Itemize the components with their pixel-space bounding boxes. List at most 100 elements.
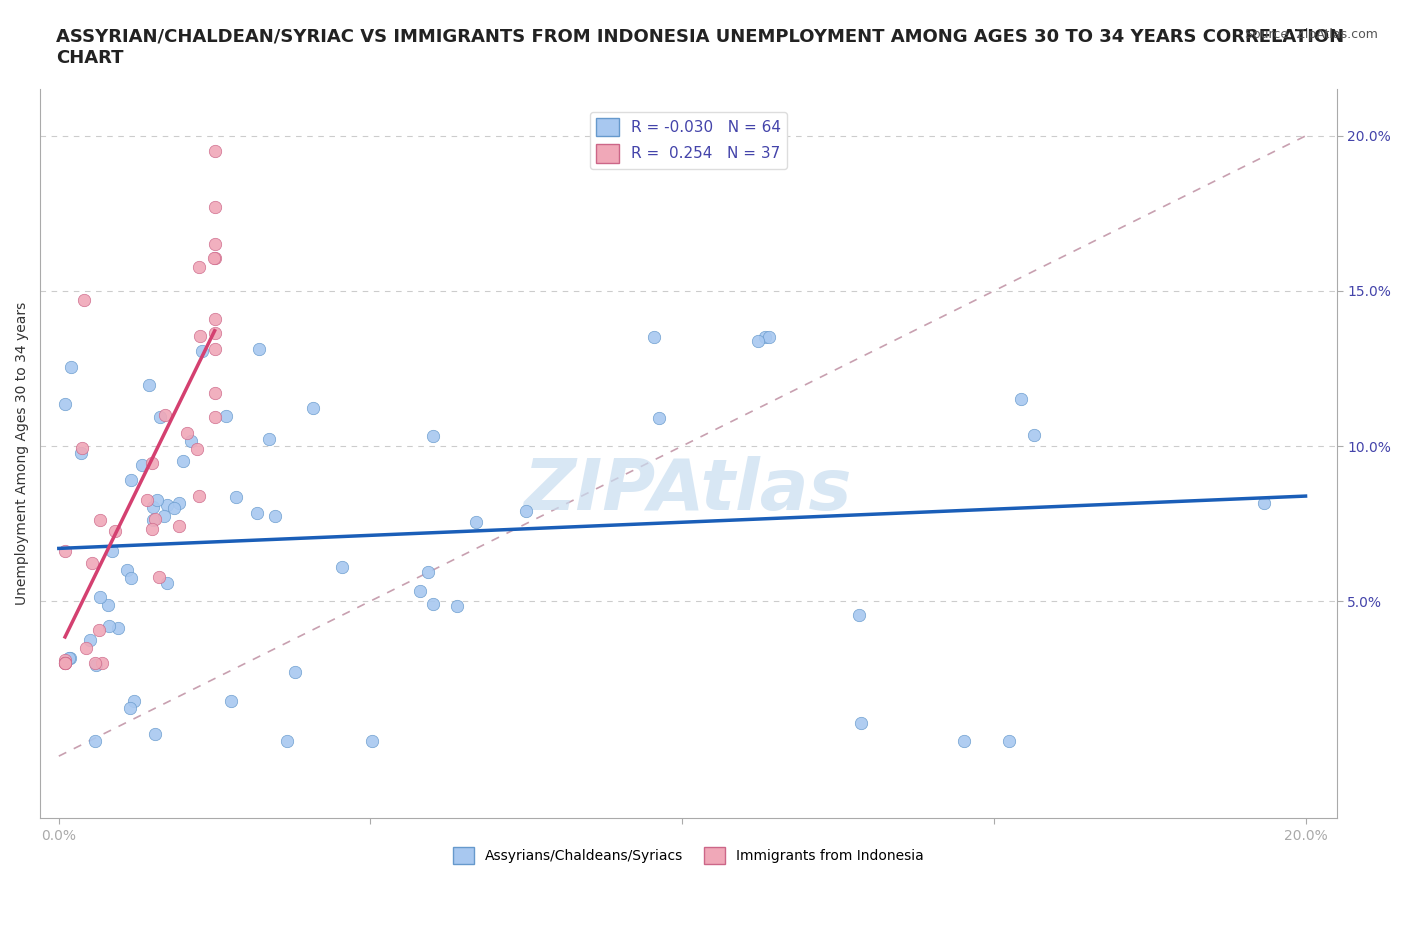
Point: [648, 410, 671, 425]
Point: [80, 555, 103, 570]
Point: [53, 656, 76, 671]
Point: [153, 509, 176, 524]
Point: [96, 597, 118, 612]
Point: [60, 360, 83, 375]
Point: [172, 453, 194, 468]
Point: [204, 341, 226, 356]
Point: [83, 733, 105, 748]
Point: [120, 472, 142, 487]
Point: [156, 498, 179, 512]
Point: [70, 446, 93, 461]
Point: [515, 504, 537, 519]
Point: [73, 293, 96, 308]
Point: [332, 559, 354, 574]
Point: [169, 495, 191, 510]
Point: [89, 590, 111, 604]
Point: [53, 656, 76, 671]
Point: [135, 493, 157, 508]
Point: [758, 330, 780, 345]
Point: [142, 499, 165, 514]
Point: [246, 506, 269, 521]
Point: [643, 330, 665, 345]
Point: [1022, 428, 1045, 443]
Point: [188, 328, 211, 343]
Point: [163, 500, 186, 515]
Text: ZIPAtlas: ZIPAtlas: [524, 456, 852, 525]
Point: [1010, 392, 1032, 406]
Point: [1253, 495, 1275, 510]
Point: [53, 544, 76, 559]
Point: [360, 733, 382, 748]
Point: [70, 441, 93, 456]
Legend: Assyrians/Chaldeans/Syriacs, Immigrants from Indonesia: Assyrians/Chaldeans/Syriacs, Immigrants …: [447, 842, 929, 870]
Point: [141, 456, 163, 471]
Point: [148, 569, 170, 584]
Point: [409, 583, 432, 598]
Point: [142, 513, 165, 528]
Point: [149, 409, 172, 424]
Point: [219, 694, 242, 709]
Point: [204, 144, 226, 159]
Point: [91, 656, 114, 671]
Point: [187, 488, 209, 503]
Point: [53, 397, 76, 412]
Point: [998, 733, 1021, 748]
Point: [58, 651, 80, 666]
Point: [167, 518, 190, 533]
Point: [848, 607, 870, 622]
Point: [465, 514, 488, 529]
Point: [264, 509, 287, 524]
Point: [131, 458, 153, 472]
Point: [98, 618, 121, 633]
Point: [89, 512, 111, 527]
Point: [115, 562, 138, 577]
Point: [225, 490, 247, 505]
Point: [146, 492, 169, 507]
Point: [247, 341, 270, 356]
Point: [120, 570, 142, 585]
Point: [104, 524, 127, 538]
Text: ASSYRIAN/CHALDEAN/SYRIAC VS IMMIGRANTS FROM INDONESIA UNEMPLOYMENT AMONG AGES 30: ASSYRIAN/CHALDEAN/SYRIAC VS IMMIGRANTS F…: [56, 28, 1344, 67]
Point: [87, 623, 110, 638]
Point: [101, 544, 124, 559]
Point: [422, 429, 444, 444]
Point: [446, 599, 468, 614]
Point: [204, 409, 226, 424]
Point: [186, 442, 208, 457]
Point: [118, 700, 141, 715]
Point: [143, 727, 166, 742]
Point: [83, 656, 105, 671]
Point: [849, 716, 872, 731]
Point: [202, 250, 225, 265]
Point: [79, 632, 101, 647]
Point: [204, 312, 226, 326]
Y-axis label: Unemployment Among Ages 30 to 34 years: Unemployment Among Ages 30 to 34 years: [15, 302, 30, 605]
Point: [284, 665, 307, 680]
Point: [259, 432, 281, 446]
Point: [204, 237, 226, 252]
Point: [747, 334, 769, 349]
Text: Source: ZipAtlas.com: Source: ZipAtlas.com: [1244, 28, 1378, 41]
Point: [53, 653, 76, 668]
Point: [176, 425, 198, 440]
Point: [754, 330, 776, 345]
Point: [276, 733, 298, 748]
Point: [122, 694, 145, 709]
Point: [301, 401, 323, 416]
Point: [53, 656, 76, 671]
Point: [416, 565, 439, 580]
Point: [188, 259, 211, 274]
Point: [204, 326, 226, 340]
Point: [422, 597, 444, 612]
Point: [138, 378, 160, 392]
Point: [76, 641, 98, 656]
Point: [53, 656, 76, 671]
Point: [204, 386, 226, 401]
Point: [141, 522, 163, 537]
Point: [143, 512, 166, 526]
Point: [107, 621, 129, 636]
Point: [155, 408, 177, 423]
Point: [156, 576, 179, 591]
Point: [84, 658, 107, 672]
Point: [952, 733, 974, 748]
